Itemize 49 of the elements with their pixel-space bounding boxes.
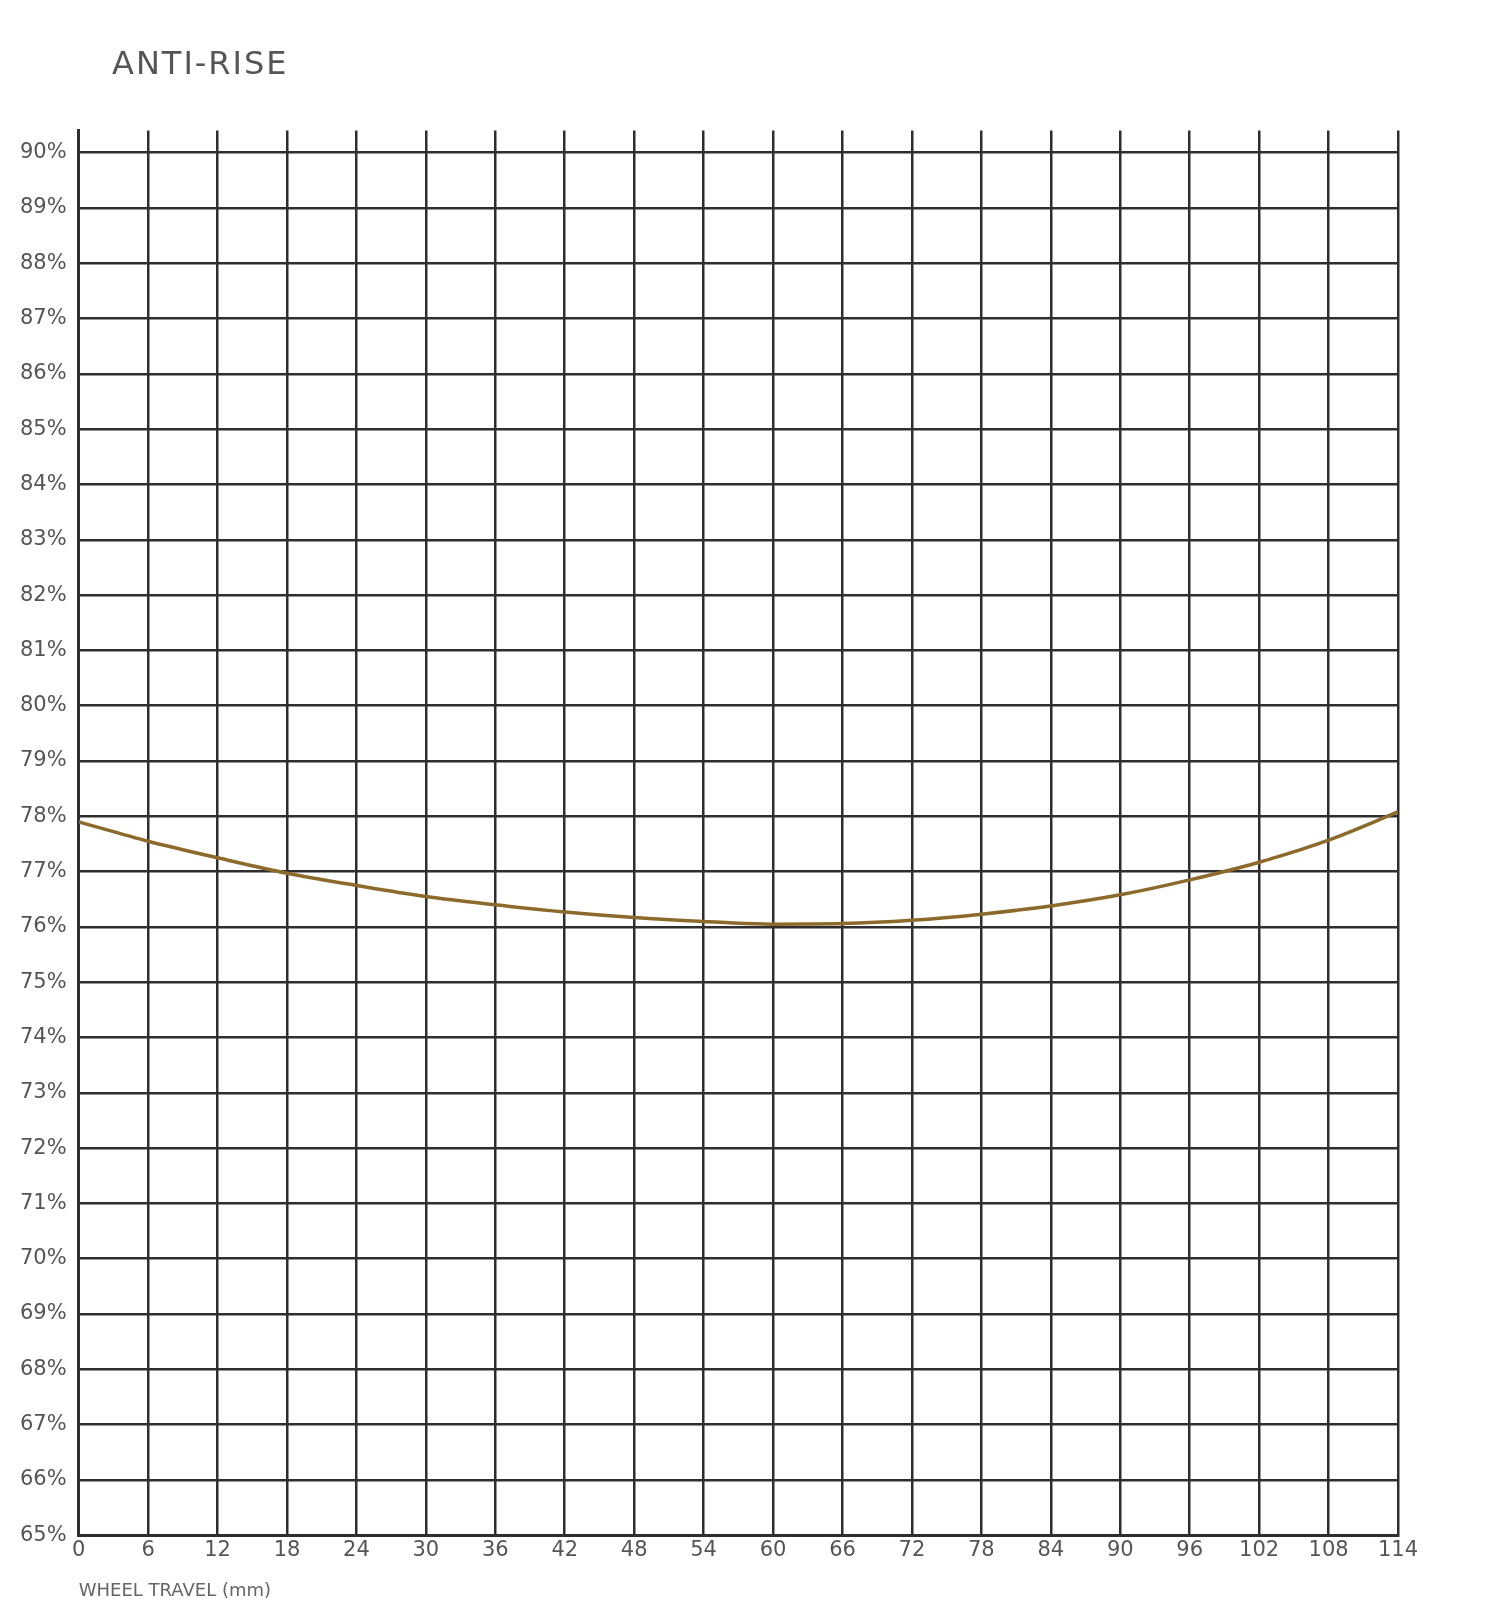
y-tick-label: 68% xyxy=(19,1355,67,1380)
chart-title: ANTI-RISE xyxy=(111,43,290,84)
x-tick-label: 72 xyxy=(898,1537,926,1562)
x-tick-label: 42 xyxy=(551,1537,579,1562)
y-tick-label: 78% xyxy=(19,802,67,827)
y-tick-label: 67% xyxy=(19,1411,67,1436)
y-tick-label: 89% xyxy=(19,194,67,219)
y-tick-label: 72% xyxy=(19,1134,67,1159)
y-tick-label: 82% xyxy=(19,581,67,606)
y-tick-label: 71% xyxy=(19,1189,67,1214)
y-tick-label: 86% xyxy=(19,360,67,385)
x-tick-label: 18 xyxy=(273,1537,301,1562)
x-tick-label: 36 xyxy=(481,1537,509,1562)
x-tick-label: 84 xyxy=(1037,1537,1065,1562)
x-tick-label: 90 xyxy=(1106,1537,1134,1562)
x-tick-label: 78 xyxy=(968,1537,995,1562)
y-tick-label: 75% xyxy=(19,968,67,993)
y-tick-label: 87% xyxy=(19,305,67,330)
y-tick-label: 76% xyxy=(19,913,67,938)
y-tick-label: 70% xyxy=(19,1245,67,1270)
x-tick-label: 114 xyxy=(1377,1537,1419,1562)
line-series xyxy=(78,810,1398,926)
x-tick-label: 24 xyxy=(343,1537,370,1562)
y-tick-label: 65% xyxy=(19,1521,67,1546)
y-tick-label: 81% xyxy=(19,636,67,661)
x-tick-label: 48 xyxy=(620,1537,648,1562)
x-tick-label: 54 xyxy=(690,1537,717,1562)
y-tick-label: 66% xyxy=(19,1466,67,1491)
y-tick-label: 73% xyxy=(19,1079,67,1104)
x-tick-label: 108 xyxy=(1308,1537,1349,1562)
x-tick-label: 12 xyxy=(204,1537,231,1562)
x-tick-label: 0 xyxy=(71,1537,86,1562)
x-axis-title: WHEEL TRAVEL (mm) xyxy=(78,1578,271,1600)
y-tick-label: 80% xyxy=(19,692,67,717)
x-tick-label: 60 xyxy=(759,1537,787,1562)
x-tick-label: 96 xyxy=(1176,1537,1204,1562)
y-tick-label: 88% xyxy=(19,249,67,274)
y-tick-label: 79% xyxy=(19,747,67,772)
y-tick-label: 69% xyxy=(19,1300,67,1325)
y-tick-label: 83% xyxy=(19,526,67,551)
y-tick-label: 84% xyxy=(19,470,67,495)
x-tick-label: 30 xyxy=(412,1537,440,1562)
y-tick-label: 90% xyxy=(19,139,67,164)
y-tick-label: 85% xyxy=(19,415,67,440)
x-tick-label: 102 xyxy=(1239,1537,1280,1562)
y-tick-label: 77% xyxy=(19,858,67,883)
x-tick-label: 66 xyxy=(829,1537,856,1562)
x-tick-label: 6 xyxy=(141,1537,155,1562)
y-tick-label: 74% xyxy=(19,1023,67,1048)
